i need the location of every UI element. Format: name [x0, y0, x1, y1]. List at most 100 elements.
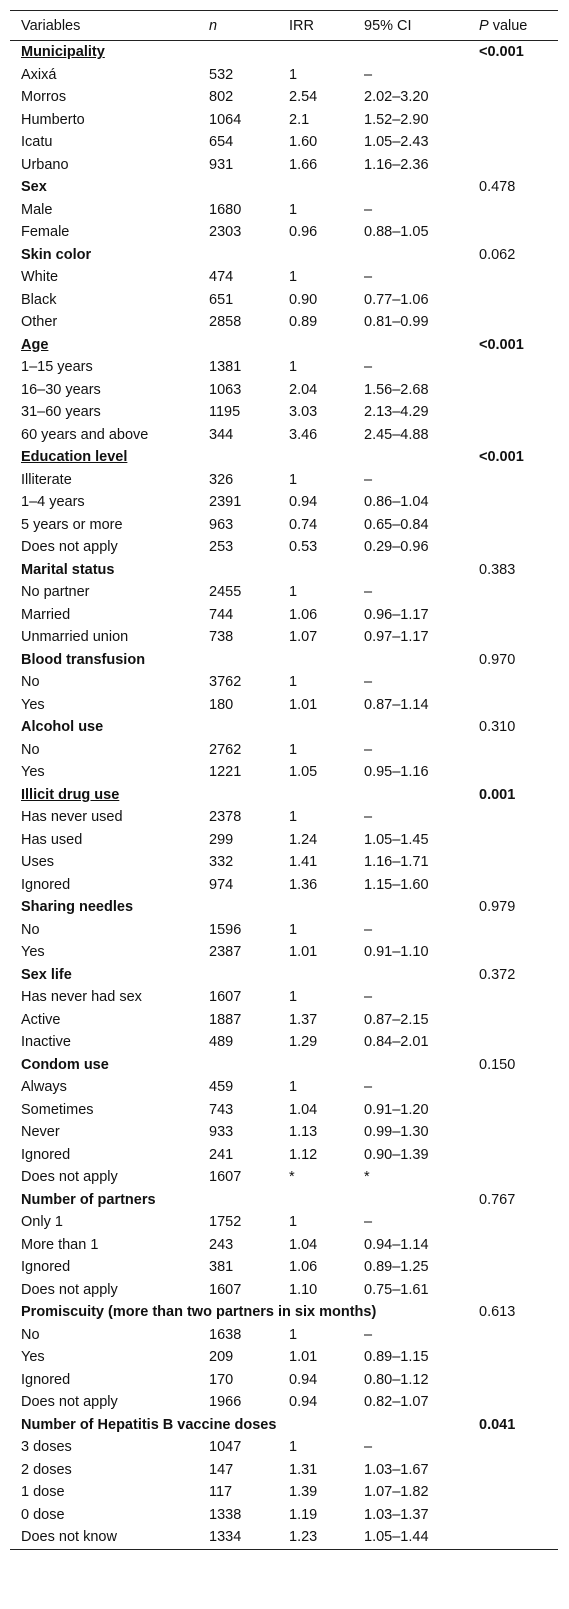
- row-ci: 0.95–1.16: [364, 764, 429, 781]
- row-ci: 2.13–4.29: [364, 404, 429, 421]
- category-name: Alcohol use: [21, 719, 104, 736]
- row-n: 332: [209, 854, 234, 871]
- empty-cell: [198, 176, 278, 199]
- category-p-value: 0.062: [479, 246, 516, 263]
- row-label: Does not apply: [21, 1394, 118, 1411]
- empty-cell: [468, 1256, 558, 1279]
- row-n: 147: [209, 1461, 234, 1478]
- empty-cell: [468, 851, 558, 874]
- table-row: 60 years and above 344 3.46 2.45–4.88: [10, 424, 558, 447]
- row-ci: 1.56–2.68: [364, 381, 429, 398]
- table-row: Humberto 1064 2.1 1.52–2.90: [10, 109, 558, 132]
- results-table-container: Variables n IRR 95% CI P value Municipal…: [10, 10, 558, 1550]
- row-ci: 0.80–1.12: [364, 1371, 429, 1388]
- category-p-value: 0.383: [479, 561, 516, 578]
- category-name: Illicit drug use: [21, 786, 120, 803]
- empty-cell: [468, 289, 558, 312]
- row-irr: 1: [289, 989, 298, 1006]
- empty-cell: [353, 446, 468, 469]
- row-label: Never: [21, 1124, 60, 1141]
- empty-cell: [468, 1031, 558, 1054]
- category-row: Marital status 0.383: [10, 559, 558, 582]
- empty-cell: [353, 1189, 468, 1212]
- row-irr: 1: [289, 741, 298, 758]
- category-p-value: 0.613: [479, 1304, 516, 1321]
- empty-cell: [468, 199, 558, 222]
- row-n: 1966: [209, 1394, 242, 1411]
- row-irr: 2.1: [289, 111, 310, 128]
- row-irr: 0.74: [289, 516, 318, 533]
- header-ci: 95% CI: [364, 17, 412, 34]
- row-irr: 1: [289, 584, 298, 601]
- empty-cell: [468, 829, 558, 852]
- row-ci: 1.03–1.67: [364, 1461, 429, 1478]
- row-n: 1596: [209, 921, 242, 938]
- row-irr: *: [289, 1169, 295, 1186]
- row-ci: –: [364, 1326, 373, 1343]
- table-row: Always 459 1 –: [10, 1076, 558, 1099]
- empty-cell: [468, 1369, 558, 1392]
- row-n: 933: [209, 1124, 234, 1141]
- row-n: 743: [209, 1101, 234, 1118]
- empty-cell: [353, 176, 468, 199]
- row-n: 2858: [209, 314, 242, 331]
- empty-cell: [468, 1324, 558, 1347]
- table-row: Yes 180 1.01 0.87–1.14: [10, 694, 558, 717]
- category-p-value: <0.001: [479, 44, 524, 61]
- header-irr: IRR: [289, 17, 314, 34]
- table-row: Has used 299 1.24 1.05–1.45: [10, 829, 558, 852]
- empty-cell: [468, 1391, 558, 1414]
- row-ci: 0.65–0.84: [364, 516, 429, 533]
- table-row: 1–15 years 1381 1 –: [10, 356, 558, 379]
- header-p-letter: P: [479, 17, 489, 34]
- empty-cell: [468, 469, 558, 492]
- table-row: Axixá 532 1 –: [10, 64, 558, 87]
- row-irr: 1.24: [289, 831, 318, 848]
- row-n: 1607: [209, 1281, 242, 1298]
- row-irr: 1.29: [289, 1034, 318, 1051]
- row-irr: 0.53: [289, 539, 318, 556]
- category-p-value: <0.001: [479, 449, 524, 466]
- row-label: Ignored: [21, 1259, 71, 1276]
- row-n: 1334: [209, 1529, 242, 1546]
- row-irr: 1.06: [289, 606, 318, 623]
- row-n: 241: [209, 1146, 234, 1163]
- row-ci: 0.91–1.10: [364, 944, 429, 961]
- row-ci: 0.89–1.25: [364, 1259, 429, 1276]
- row-ci: 2.45–4.88: [364, 426, 429, 443]
- empty-cell: [353, 559, 468, 582]
- table-row: Ignored 170 0.94 0.80–1.12: [10, 1369, 558, 1392]
- row-label: Yes: [21, 944, 45, 961]
- row-irr: 0.90: [289, 291, 318, 308]
- table-row: No partner 2455 1 –: [10, 581, 558, 604]
- row-ci: 0.91–1.20: [364, 1101, 429, 1118]
- empty-cell: [468, 1481, 558, 1504]
- table-row: Unmarried union 738 1.07 0.97–1.17: [10, 626, 558, 649]
- row-ci: 1.05–1.45: [364, 831, 429, 848]
- row-label: Ignored: [21, 876, 71, 893]
- row-label: Does not know: [21, 1529, 117, 1546]
- row-n: 344: [209, 426, 234, 443]
- row-n: 2455: [209, 584, 242, 601]
- row-ci: 0.87–1.14: [364, 696, 429, 713]
- empty-cell: [468, 1436, 558, 1459]
- row-label: Inactive: [21, 1034, 71, 1051]
- row-irr: 0.94: [289, 1394, 318, 1411]
- table-body: Municipality <0.001 Axixá 532 1 – Morros 802 2.5…: [10, 41, 558, 1549]
- empty-cell: [468, 379, 558, 402]
- category-p-value: 0.001: [479, 786, 516, 803]
- row-irr: 3.03: [289, 404, 318, 421]
- row-irr: 0.94: [289, 1371, 318, 1388]
- row-irr: 1: [289, 809, 298, 826]
- row-ci: –: [364, 741, 373, 758]
- row-irr: 0.96: [289, 224, 318, 241]
- empty-cell: [353, 41, 468, 64]
- row-n: 802: [209, 89, 234, 106]
- table-row: Other 2858 0.89 0.81–0.99: [10, 311, 558, 334]
- category-row: Age <0.001: [10, 334, 558, 357]
- empty-cell: [468, 109, 558, 132]
- table-row: Does not apply 1966 0.94 0.82–1.07: [10, 1391, 558, 1414]
- row-ci: –: [364, 809, 373, 826]
- table-header-row: Variables n IRR 95% CI P value: [10, 10, 558, 41]
- empty-cell: [278, 1189, 353, 1212]
